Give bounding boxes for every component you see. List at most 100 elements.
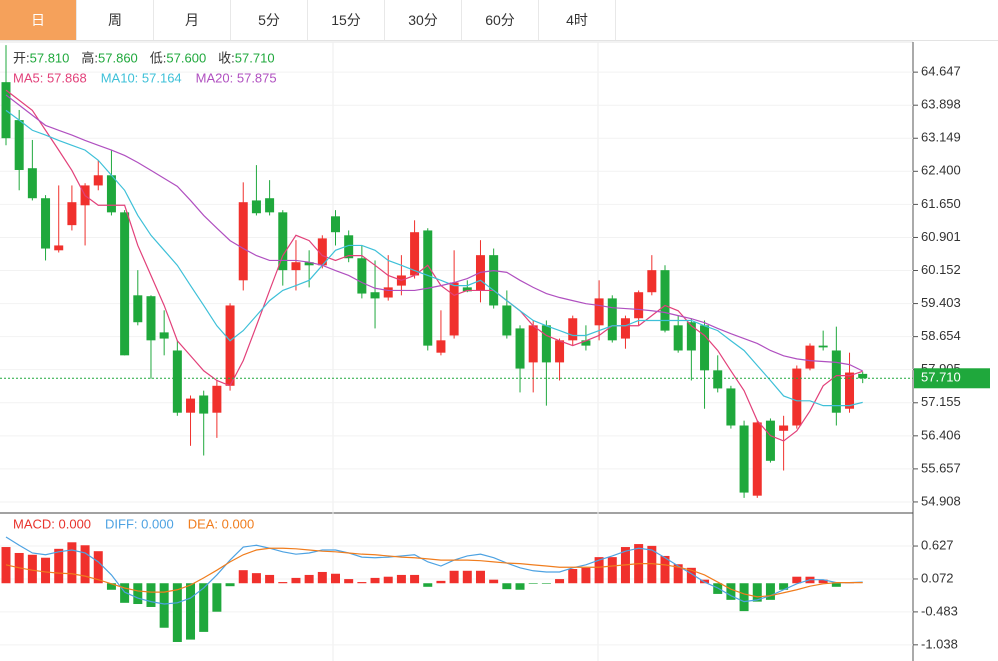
candle-body [304,262,314,266]
macd-bar [555,579,565,584]
legend-text: 57.860 [98,50,138,65]
macd-bar [673,564,683,584]
period-tab[interactable]: 5分 [231,0,308,40]
macd-bar [238,570,248,584]
macd-bar [133,583,143,605]
candle-body [555,340,565,363]
candle-body [291,262,301,271]
macd-bar [27,554,37,584]
candle-body [317,238,327,266]
legend-text: 57.810 [30,50,70,65]
macd-bar [528,583,538,584]
macd-bar [568,568,578,584]
period-tab[interactable]: 日 [0,0,77,40]
candle-body [686,322,696,351]
candle-body [607,298,617,341]
candle-body [120,212,130,356]
y-tick-label: 63.898 [921,97,961,112]
macd-bar [251,573,261,584]
macd-bar [436,580,446,584]
y-tick-label: 61.650 [921,196,961,211]
y-tick-label: 55.657 [921,460,961,475]
y-tick-label: 62.400 [921,163,961,178]
candle-body [146,296,156,341]
macd-bar [752,583,762,602]
y-tick-label: -1.038 [921,636,958,651]
candle-body [54,245,64,251]
y-tick-label: 63.149 [921,130,961,145]
candle-body [212,385,222,413]
candle-body [410,232,420,276]
candle-body [620,318,630,339]
macd-bar [660,555,670,584]
y-tick-label: 60.152 [921,262,961,277]
candle-body [713,370,723,389]
candle-body [106,175,116,213]
candle-body [792,368,802,426]
period-tab[interactable]: 周 [77,0,154,40]
candle-body [331,216,340,233]
macd-bar [291,577,301,584]
candle-body [67,202,77,226]
macd-bar [818,579,828,584]
candle-body [541,325,551,363]
period-tab[interactable]: 60分 [462,0,539,40]
macd-bar [186,583,196,640]
macd-bar [607,557,617,584]
y-tick-label: 59.403 [921,295,961,310]
candle-body [858,373,868,379]
candle-body [265,198,275,213]
candle-body [251,200,261,214]
candle-body [752,422,762,496]
macd-bar [765,583,775,600]
candle-body [831,350,841,413]
macd-bar [265,574,275,584]
y-tick-label: 0.072 [921,570,954,585]
macd-bar [449,570,459,584]
legend-text: MA10: 57.164 [101,70,182,85]
macd-bar [489,579,499,584]
candle-body [805,345,815,369]
last-price-box [914,368,990,389]
macd-bar [383,576,393,584]
legend-text: MA5: 57.868 [13,70,87,85]
macd-bar [159,583,169,628]
macd-line [5,536,863,605]
candle-body [41,198,51,249]
candle-body [739,425,749,493]
macd-bar [686,567,696,584]
period-tab[interactable]: 30分 [385,0,462,40]
macd-bar [120,583,130,603]
macd-bar [80,545,90,584]
macd-bar [93,551,103,584]
legend-text: DIFF: 0.000 [105,516,174,531]
y-tick-label: 58.654 [921,328,961,343]
macd-bar [146,583,156,607]
candle-body [845,372,855,409]
macd-bar [502,583,512,590]
legend-text: 高: [81,50,98,65]
period-tabs: 日周月 5分 15分 30分 60分 4时 [0,0,998,41]
period-tab[interactable]: 月 [154,0,231,40]
candle-body [344,235,354,259]
y-tick-label: 54.908 [921,493,961,508]
macd-bar [396,574,406,584]
macd-line [5,547,863,598]
candle-body [159,332,169,339]
macd-bar [67,542,77,584]
candle-body [647,270,657,293]
macd-bar [344,579,354,584]
period-tab[interactable]: 4时 [539,0,616,40]
macd-bar [581,567,591,584]
y-tick-label: 57.155 [921,394,961,409]
macd-bar [541,583,551,584]
candle-body [502,305,512,336]
period-tab[interactable]: 15分 [308,0,385,40]
macd-bar [779,583,789,590]
candle-body [462,287,472,292]
candle-body [225,305,235,386]
macd-bar [594,557,604,584]
ma-line [5,89,863,442]
macd-bar [462,570,472,584]
